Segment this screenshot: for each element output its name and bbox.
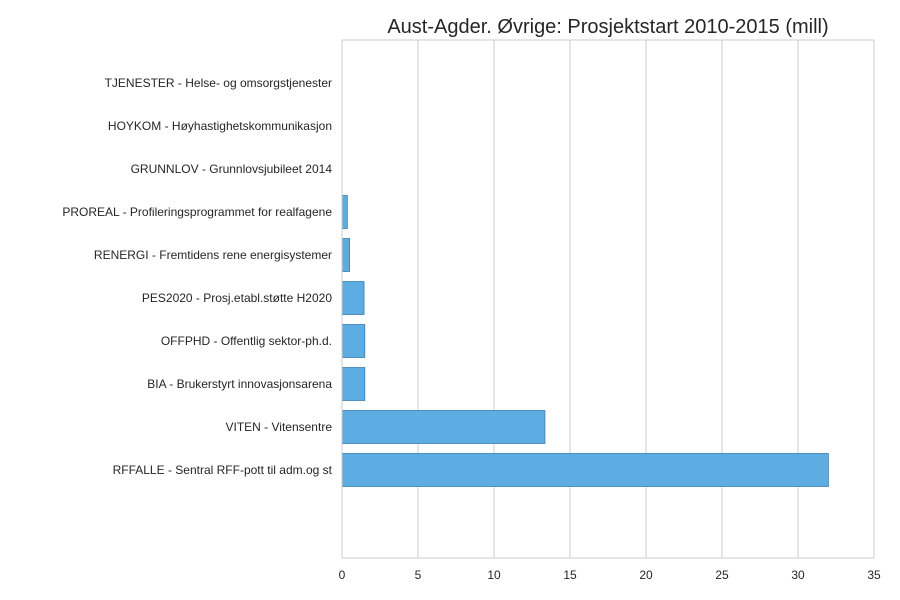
bar xyxy=(341,195,348,229)
bar xyxy=(341,238,350,272)
x-tick-label: 15 xyxy=(563,568,577,582)
x-tick-label: 10 xyxy=(487,568,501,582)
category-label: GRUNNLOV - Grunnlovsjubileet 2014 xyxy=(131,162,333,176)
category-label: TJENESTER - Helse- og omsorgstjenester xyxy=(105,76,332,90)
category-label: RFFALLE - Sentral RFF-pott til adm.og st xyxy=(113,463,333,477)
category-label: OFFPHD - Offentlig sektor-ph.d. xyxy=(161,334,332,348)
category-label: PROREAL - Profileringsprogrammet for rea… xyxy=(62,205,332,219)
bar xyxy=(341,367,366,401)
category-labels: TJENESTER - Helse- og omsorgstjenester HO… xyxy=(62,76,332,477)
category-label: RENERGI - Fremtidens rene energisystemer xyxy=(94,248,332,262)
x-tick-label: 30 xyxy=(791,568,805,582)
x-tick-label: 25 xyxy=(715,568,729,582)
x-tick-labels: 0 5 10 15 20 25 30 35 xyxy=(339,568,881,582)
bar xyxy=(341,453,829,487)
x-tick-label: 35 xyxy=(867,568,881,582)
category-label: VITEN - Vitensentre xyxy=(226,420,333,434)
plot-frame xyxy=(341,39,875,559)
bar xyxy=(341,410,546,444)
x-tick-label: 0 xyxy=(339,568,346,582)
bar xyxy=(341,324,366,358)
chart-title: Aust-Agder. Øvrige: Prosjektstart 2010-2… xyxy=(387,16,828,38)
x-tick-label: 5 xyxy=(415,568,422,582)
bar xyxy=(341,281,365,315)
category-label: HOYKOM - Høyhastighetskommunikasjon xyxy=(108,119,332,133)
category-label: PES2020 - Prosj.etabl.støtte H2020 xyxy=(142,291,332,305)
x-tick-label: 20 xyxy=(639,568,653,582)
grid-lines xyxy=(341,40,875,558)
bars xyxy=(341,195,829,487)
category-label: BIA - Brukerstyrt innovasjonsarena xyxy=(147,377,332,391)
